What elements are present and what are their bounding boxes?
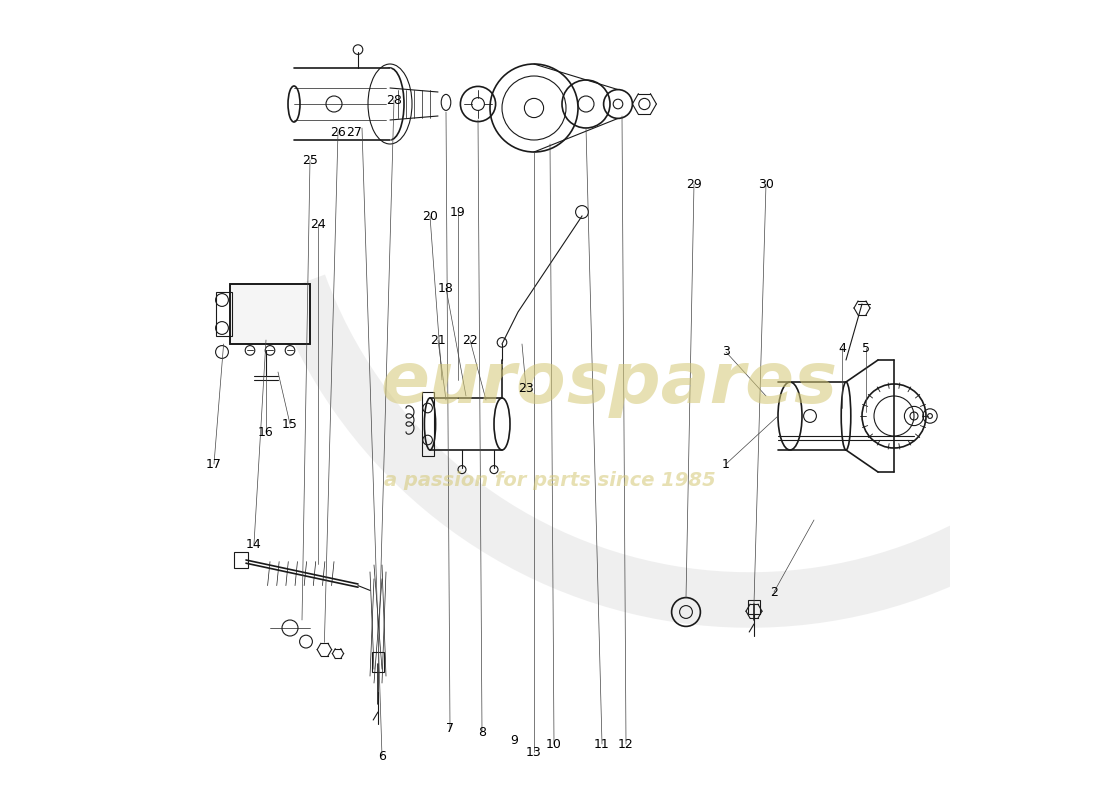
Bar bbox=[422, 392, 435, 456]
Text: 24: 24 bbox=[310, 218, 326, 230]
Text: 27: 27 bbox=[346, 126, 362, 138]
Bar bbox=[234, 552, 249, 568]
Text: spares: spares bbox=[566, 350, 837, 418]
Text: 9: 9 bbox=[510, 734, 518, 746]
Text: 6: 6 bbox=[378, 750, 386, 762]
Bar bbox=[748, 600, 760, 614]
Text: 17: 17 bbox=[206, 458, 222, 470]
Bar bbox=[230, 284, 310, 344]
Text: 28: 28 bbox=[386, 94, 402, 106]
Text: 8: 8 bbox=[478, 726, 486, 738]
Text: 30: 30 bbox=[758, 178, 774, 190]
Text: 19: 19 bbox=[450, 206, 466, 218]
Bar bbox=[373, 652, 384, 672]
Bar bbox=[230, 284, 310, 344]
Text: 26: 26 bbox=[330, 126, 345, 138]
Text: 14: 14 bbox=[246, 538, 262, 550]
Text: 5: 5 bbox=[862, 342, 870, 354]
Text: 20: 20 bbox=[422, 210, 438, 222]
Text: 1: 1 bbox=[722, 458, 730, 470]
Text: 3: 3 bbox=[722, 346, 730, 358]
Text: euro: euro bbox=[381, 350, 566, 418]
Text: 2: 2 bbox=[770, 586, 778, 598]
Bar bbox=[216, 292, 232, 336]
Text: 7: 7 bbox=[446, 722, 454, 734]
Text: 23: 23 bbox=[518, 382, 534, 394]
Text: 25: 25 bbox=[302, 154, 318, 166]
Text: 11: 11 bbox=[594, 738, 609, 750]
Text: 12: 12 bbox=[618, 738, 634, 750]
Text: a passion for parts since 1985: a passion for parts since 1985 bbox=[384, 470, 716, 490]
Text: 13: 13 bbox=[526, 746, 542, 758]
Text: 15: 15 bbox=[282, 418, 298, 430]
Text: 16: 16 bbox=[258, 426, 274, 438]
Text: 21: 21 bbox=[430, 334, 446, 346]
Text: 18: 18 bbox=[438, 282, 454, 294]
Text: 29: 29 bbox=[686, 178, 702, 190]
Text: 4: 4 bbox=[838, 342, 846, 354]
Text: 22: 22 bbox=[462, 334, 477, 346]
Text: 10: 10 bbox=[546, 738, 562, 750]
